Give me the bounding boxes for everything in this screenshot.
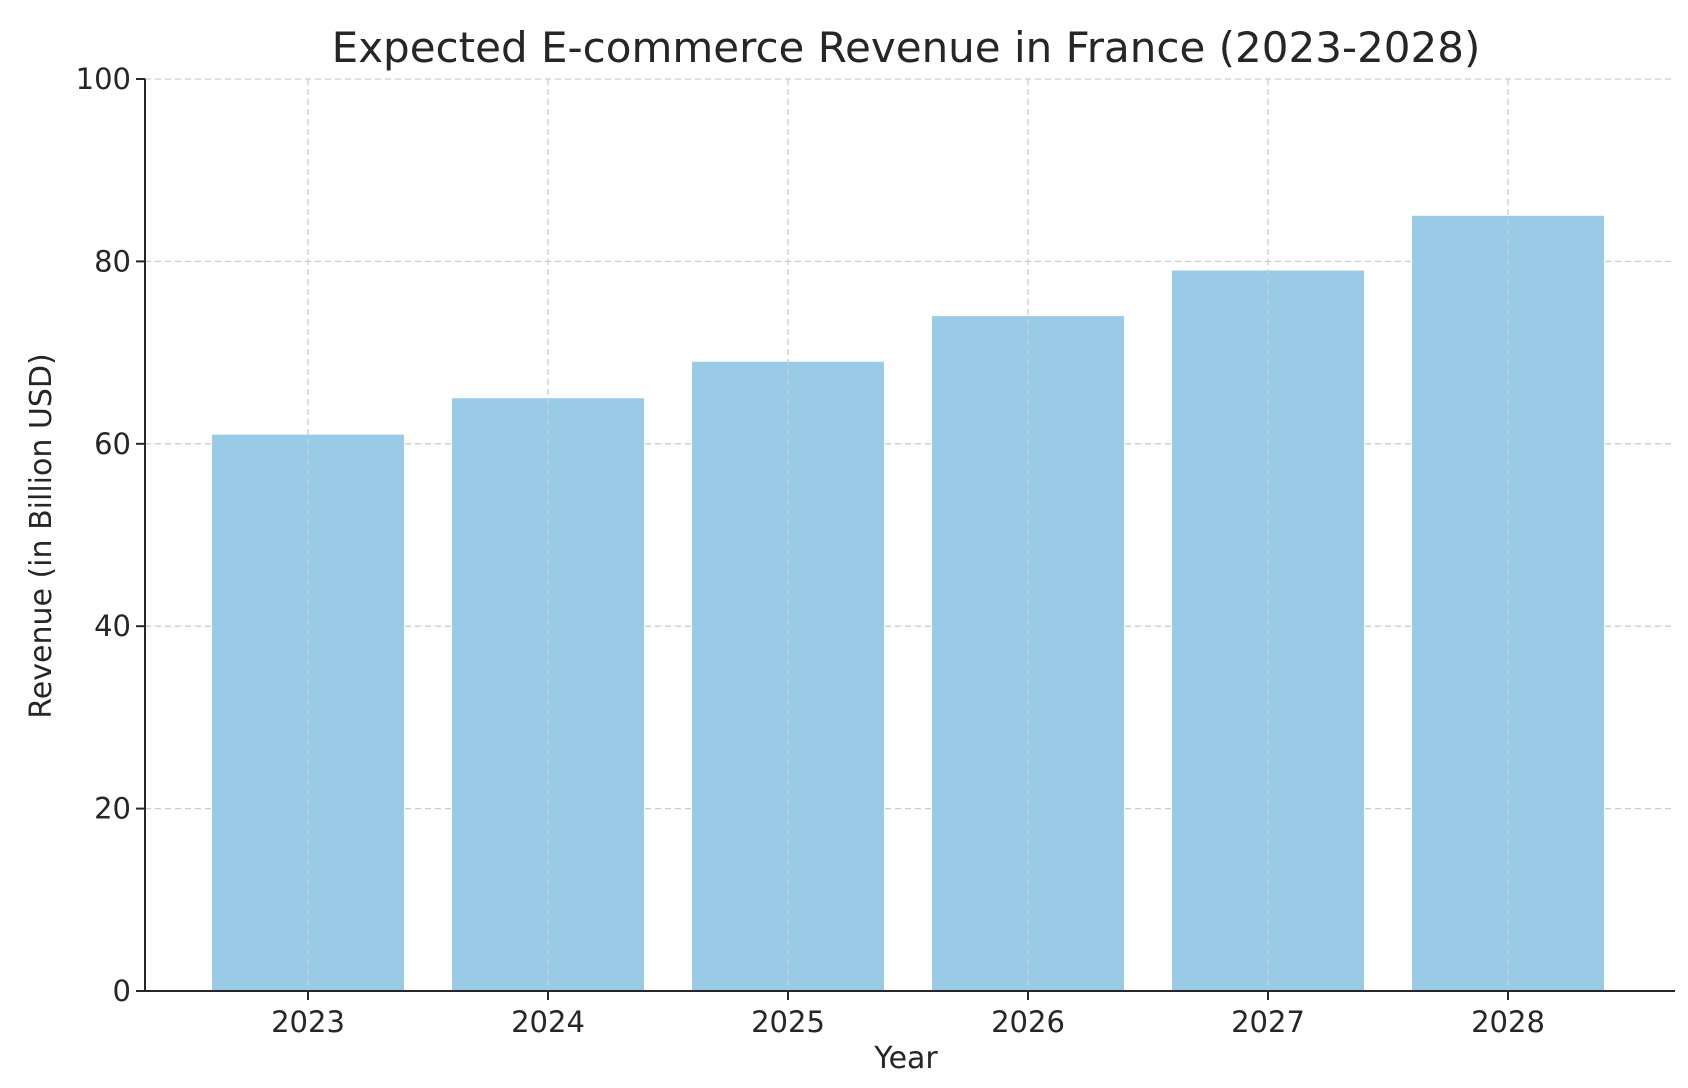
y-tick-label: 100: [76, 62, 131, 96]
chart-title: Expected E-commerce Revenue in France (2…: [332, 23, 1481, 72]
bars-layer: [212, 215, 1604, 992]
bar: [692, 361, 884, 992]
x-grid-layer: [307, 79, 1509, 991]
x-tick-label: 2023: [271, 1005, 345, 1039]
x-axis-label: Year: [873, 1041, 938, 1076]
x-tick-label: 2028: [1471, 1005, 1545, 1039]
ticks-layer: 0 20 40 60 80 100 2023 2024 2025 2026 2027 2028: [76, 62, 1545, 1039]
x-tick-label: 2024: [511, 1005, 585, 1039]
y-tick-label: 0: [113, 974, 131, 1008]
x-tick-label: 2025: [751, 1005, 825, 1039]
x-tick-label: 2026: [991, 1005, 1065, 1039]
axes-layer: [144, 79, 1675, 992]
y-tick-label: 80: [94, 244, 131, 278]
y-tick-label: 40: [94, 609, 131, 643]
y-axis-label: Revenue (in Billion USD): [24, 353, 59, 718]
x-tick-label: 2027: [1231, 1005, 1305, 1039]
y-tick-label: 20: [94, 792, 131, 826]
y-tick-label: 60: [94, 427, 131, 461]
